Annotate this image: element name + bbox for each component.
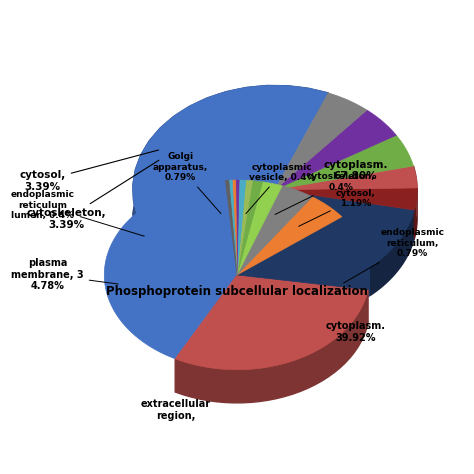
Polygon shape — [175, 275, 368, 370]
Polygon shape — [133, 85, 370, 294]
Text: cytoskeleton,
3.39%: cytoskeleton, 3.39% — [27, 160, 159, 229]
Text: cytosol,
3.39%: cytosol, 3.39% — [19, 150, 158, 191]
Polygon shape — [275, 110, 396, 190]
Text: Golgi
apparatus,
0.79%: Golgi apparatus, 0.79% — [153, 152, 221, 214]
Text: endoplasmic
reticulum,
0.79%: endoplasmic reticulum, 0.79% — [344, 228, 445, 283]
Polygon shape — [275, 135, 409, 190]
Polygon shape — [232, 180, 237, 275]
Polygon shape — [237, 180, 253, 275]
Polygon shape — [226, 180, 237, 275]
Polygon shape — [275, 188, 417, 210]
Polygon shape — [275, 190, 414, 267]
Polygon shape — [237, 181, 263, 275]
Polygon shape — [414, 188, 417, 238]
Polygon shape — [237, 217, 370, 290]
Polygon shape — [133, 85, 370, 322]
Text: cytoskeleton,
0.4%: cytoskeleton, 0.4% — [275, 172, 375, 214]
Polygon shape — [237, 182, 282, 275]
Polygon shape — [104, 181, 237, 359]
Polygon shape — [275, 166, 417, 190]
Polygon shape — [370, 210, 414, 295]
Text: plasma
membrane, 3
4.78%: plasma membrane, 3 4.78% — [11, 258, 118, 291]
Text: endoplasmic
reticulum
lumen, 0.4%: endoplasmic reticulum lumen, 0.4% — [10, 190, 144, 236]
Text: extracellular
region,: extracellular region, — [140, 399, 210, 421]
Polygon shape — [175, 290, 368, 403]
Text: cytoplasm.
67.80%: cytoplasm. 67.80% — [323, 160, 388, 182]
Polygon shape — [237, 197, 342, 275]
Polygon shape — [413, 166, 417, 216]
Polygon shape — [275, 155, 413, 190]
Text: cytoplasm.
39.92%: cytoplasm. 39.92% — [326, 321, 385, 343]
Polygon shape — [275, 93, 367, 190]
Polygon shape — [237, 186, 312, 275]
Polygon shape — [236, 180, 239, 275]
Polygon shape — [237, 180, 246, 275]
Text: cytosol,
1.19%: cytosol, 1.19% — [299, 189, 375, 226]
Polygon shape — [229, 180, 237, 275]
Text: Phosphoprotein subcellular localization: Phosphoprotein subcellular localization — [106, 285, 368, 298]
Text: cytoplasmic
vesicle, 0.4%: cytoplasmic vesicle, 0.4% — [246, 163, 315, 214]
